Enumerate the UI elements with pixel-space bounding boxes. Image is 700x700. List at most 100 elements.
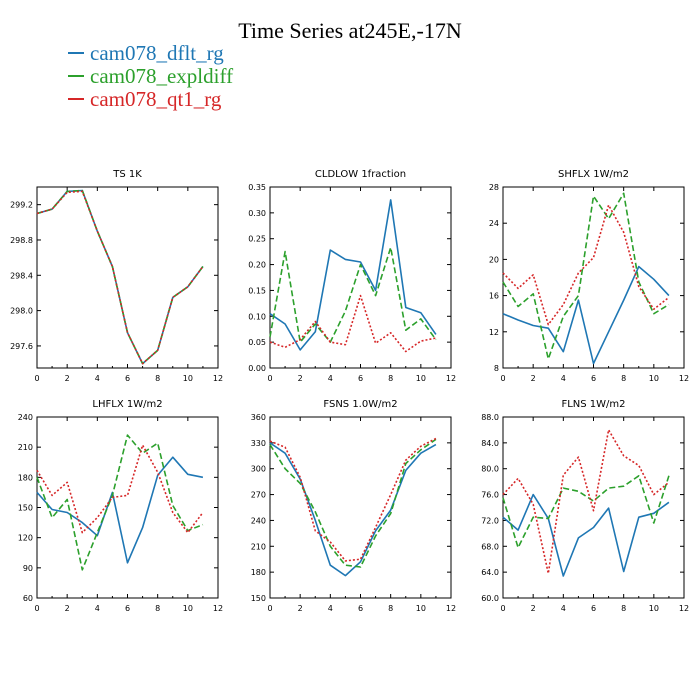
y-tick-label: 120	[18, 534, 33, 543]
x-tick-label: 4	[561, 604, 566, 613]
x-tick-label: 6	[358, 374, 363, 383]
y-tick-label: 298.8	[10, 236, 33, 245]
series-line-2	[502, 474, 670, 549]
panel-title: CLDLOW 1fraction	[315, 169, 406, 180]
x-tick-label: 6	[125, 604, 130, 613]
y-tick-label: 150	[251, 594, 266, 603]
series-line-1	[269, 442, 437, 577]
x-tick-label: 2	[531, 374, 536, 383]
x-tick-label: 2	[298, 604, 303, 613]
x-tick-label: 12	[679, 604, 689, 613]
y-tick-label: 76.0	[481, 491, 499, 500]
x-tick-label: 10	[416, 604, 426, 613]
y-tick-label: 0.25	[248, 235, 266, 244]
y-tick-label: 88.0	[481, 413, 499, 422]
y-tick-label: 64.0	[481, 568, 499, 577]
x-tick-label: 6	[358, 604, 363, 613]
panel-title: LHFLX 1W/m2	[92, 399, 162, 410]
y-tick-label: 270	[251, 491, 266, 500]
x-tick-label: 6	[591, 374, 596, 383]
x-tick-label: 8	[155, 604, 160, 613]
x-tick-label: 4	[95, 604, 100, 613]
x-tick-label: 0	[34, 374, 39, 383]
legend-item-expldiff: cam078_expldiff	[68, 65, 233, 88]
x-tick-label: 2	[531, 604, 536, 613]
y-tick-label: 12	[489, 328, 499, 337]
x-tick-label: 10	[649, 604, 659, 613]
series-line-1	[36, 456, 204, 564]
y-tick-label: 0.30	[248, 209, 266, 218]
y-tick-label: 150	[18, 504, 33, 513]
legend-swatch	[68, 75, 84, 78]
y-tick-label: 180	[251, 568, 266, 577]
x-tick-label: 6	[125, 374, 130, 383]
y-tick-label: 180	[18, 473, 33, 482]
x-tick-label: 10	[183, 374, 193, 383]
series-line-1	[269, 199, 437, 351]
series-line-1	[502, 265, 670, 365]
plot-frame	[36, 416, 219, 599]
series-line-3	[269, 437, 437, 562]
legend-item-qt1: cam078_qt1_rg	[68, 88, 233, 111]
y-tick-label: 0.15	[248, 286, 266, 295]
y-tick-label: 0.10	[248, 312, 266, 321]
x-tick-label: 4	[95, 374, 100, 383]
y-tick-label: 80.0	[481, 465, 499, 474]
y-tick-label: 16	[489, 292, 499, 301]
x-tick-label: 4	[328, 604, 333, 613]
y-tick-label: 90	[23, 564, 33, 573]
panel-title: TS 1K	[112, 169, 142, 180]
y-tick-label: 0.00	[248, 364, 266, 373]
x-tick-label: 2	[298, 374, 303, 383]
x-tick-label: 12	[213, 604, 223, 613]
panel-title: FLNS 1W/m2	[561, 399, 625, 410]
x-tick-label: 4	[328, 374, 333, 383]
y-tick-label: 300	[251, 465, 266, 474]
y-tick-label: 24	[489, 219, 499, 228]
series-line-3	[502, 204, 670, 326]
x-tick-label: 8	[388, 604, 393, 613]
series-line-3	[269, 294, 437, 353]
page-title: Time Series at245E,-17N	[238, 18, 462, 43]
y-tick-label: 330	[251, 439, 266, 448]
y-tick-label: 8	[494, 364, 499, 373]
y-tick-label: 28	[489, 183, 499, 192]
y-tick-label: 297.6	[10, 342, 33, 351]
x-tick-label: 10	[416, 374, 426, 383]
x-tick-label: 0	[267, 604, 272, 613]
x-tick-label: 0	[500, 374, 505, 383]
y-tick-label: 0.05	[248, 338, 266, 347]
x-tick-label: 8	[621, 374, 626, 383]
y-tick-label: 84.0	[481, 439, 499, 448]
legend-label: cam078_qt1_rg	[90, 87, 222, 111]
series-line-2	[269, 438, 437, 568]
y-tick-label: 68.0	[481, 542, 499, 551]
y-tick-label: 299.2	[10, 201, 33, 210]
series-line-2	[269, 246, 437, 343]
y-tick-label: 240	[251, 516, 266, 525]
plot-frame	[36, 186, 219, 369]
y-tick-label: 60	[23, 594, 33, 603]
series-line-1	[36, 189, 204, 365]
x-tick-label: 8	[155, 374, 160, 383]
series-line-1	[502, 493, 670, 577]
x-tick-label: 12	[679, 374, 689, 383]
y-tick-label: 0.20	[248, 261, 266, 270]
x-tick-label: 12	[446, 374, 456, 383]
panel-title: SHFLX 1W/m2	[558, 169, 629, 180]
x-tick-label: 12	[213, 374, 223, 383]
x-tick-label: 8	[621, 604, 626, 613]
y-tick-label: 298.4	[10, 271, 33, 280]
y-tick-label: 20	[489, 255, 499, 264]
legend-swatch	[68, 52, 84, 55]
x-tick-label: 4	[561, 374, 566, 383]
legend-swatch	[68, 98, 84, 101]
x-tick-label: 8	[388, 374, 393, 383]
series-line-3	[36, 444, 204, 534]
x-tick-label: 10	[649, 374, 659, 383]
y-tick-label: 72.0	[481, 516, 499, 525]
legend: cam078_dflt_rg cam078_expldiff cam078_qt…	[68, 42, 233, 111]
series-line-2	[36, 189, 204, 365]
y-tick-label: 0.35	[248, 183, 266, 192]
